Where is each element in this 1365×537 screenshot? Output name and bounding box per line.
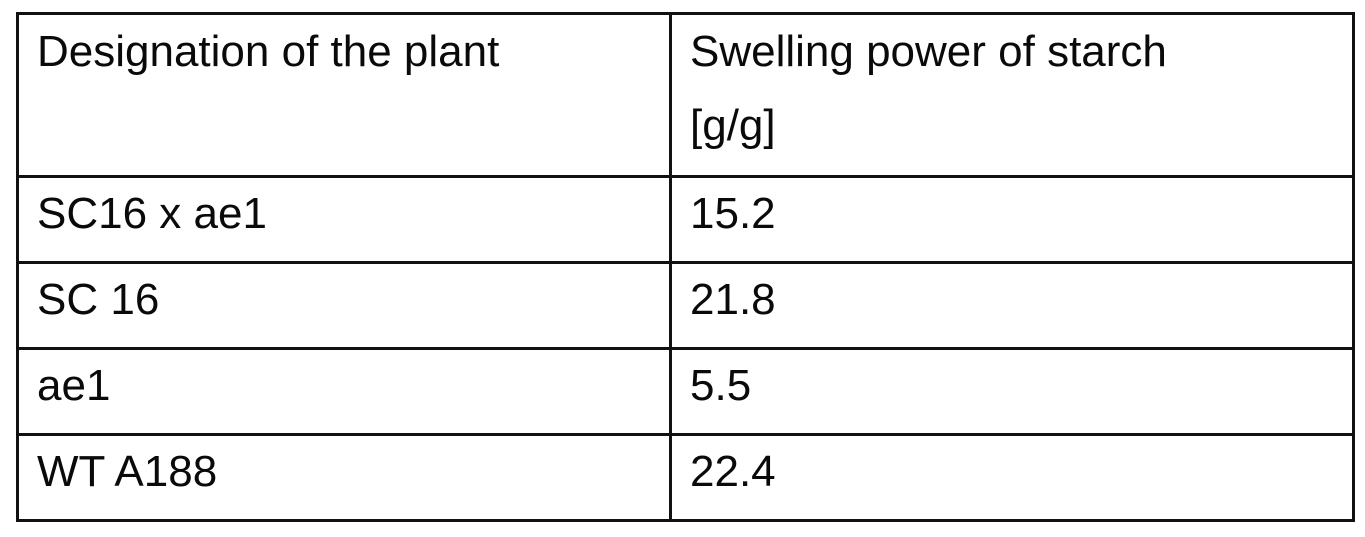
header-plant-designation-label: Designation of the plant [37,27,500,76]
cell-plant: ae1 [16,347,672,436]
cell-plant-text: ae1 [37,361,111,410]
cell-swelling-power-text: 21.8 [690,275,776,324]
header-swelling-power-unit: [g/g] [690,101,776,150]
table-row: ae1 5.5 [16,347,1355,436]
table-row: SC16 x ae1 15.2 [16,175,1355,264]
cell-swelling-power: 22.4 [669,433,1355,522]
cell-swelling-power-text: 15.2 [690,189,776,238]
cell-swelling-power-text: 5.5 [690,361,752,410]
cell-plant: SC16 x ae1 [16,175,672,264]
header-swelling-power: Swelling power of starch [g/g] [669,12,1355,178]
table-row: SC 16 21.8 [16,261,1355,350]
header-plant-designation: Designation of the plant [16,12,672,178]
cell-plant-text: SC16 x ae1 [37,189,267,238]
cell-swelling-power: 5.5 [669,347,1355,436]
table-row: WT A188 22.4 [16,433,1355,522]
cell-plant: SC 16 [16,261,672,350]
cell-plant: WT A188 [16,433,672,522]
cell-swelling-power: 15.2 [669,175,1355,264]
header-swelling-power-label: Swelling power of starch [690,27,1167,76]
cell-swelling-power: 21.8 [669,261,1355,350]
swelling-power-table-container: Designation of the plant Swelling power … [16,12,1355,522]
swelling-power-table: Designation of the plant Swelling power … [16,12,1355,522]
table-header-row: Designation of the plant Swelling power … [16,12,1355,178]
cell-plant-text: WT A188 [37,447,218,496]
cell-swelling-power-text: 22.4 [690,447,776,496]
cell-plant-text: SC 16 [37,275,160,324]
